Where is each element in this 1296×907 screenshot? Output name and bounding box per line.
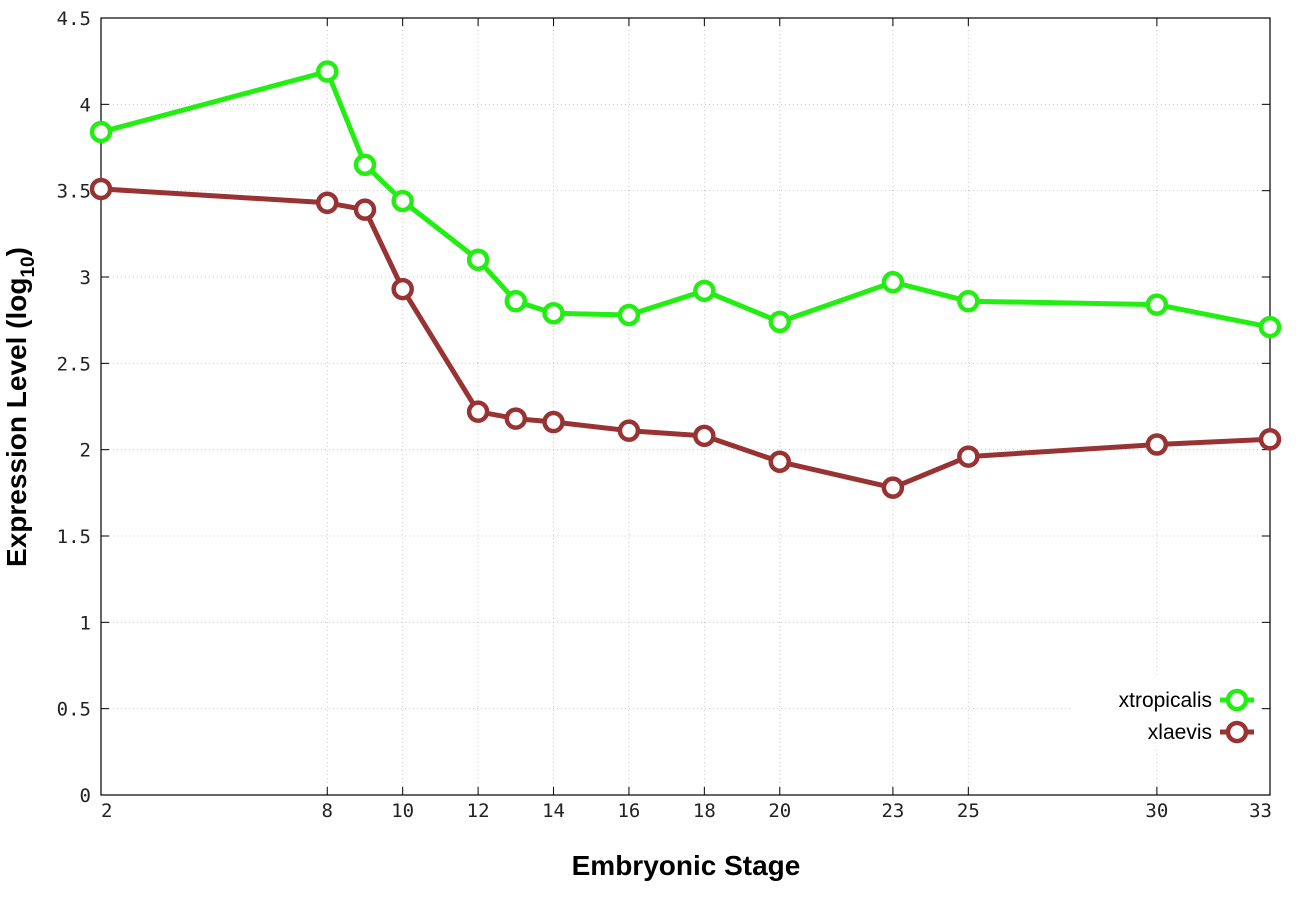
x-tick-label: 16: [617, 800, 640, 822]
data-point: [466, 248, 490, 271]
y-tick-label: 0.5: [57, 699, 91, 721]
x-tick-label: 14: [542, 800, 565, 822]
y-axis-title-close: ): [1, 247, 32, 256]
data-point: [1145, 433, 1169, 456]
data-point: [768, 310, 792, 334]
legend-label: xtropicalis: [1119, 689, 1212, 712]
data-point: [391, 277, 414, 301]
data-point: [89, 120, 113, 144]
data-point: [542, 302, 565, 325]
axis-ticks: 0 0.5 1 1.5 2 2.5 3 3.5 4 4.5 2 8 10 12 14 16 18 20 23 25 30…: [57, 8, 1272, 822]
data-point: [957, 445, 980, 468]
data-point: [391, 189, 414, 213]
grid-lines: [101, 18, 1270, 795]
x-tick-label: 10: [391, 800, 414, 822]
data-point: [316, 191, 339, 215]
y-tick-label: 1: [80, 612, 91, 634]
x-tick-label: 2: [101, 800, 112, 822]
data-point: [617, 419, 641, 442]
x-tick-label: 25: [957, 800, 980, 822]
y-tick-label: 3.5: [57, 181, 91, 203]
data-point: [466, 400, 490, 423]
y-axis-title-main: Expression Level (log: [1, 278, 32, 567]
plot-frame: [100, 17, 1271, 796]
y-tick-label: 4: [80, 94, 91, 116]
x-tick-label: 23: [881, 800, 904, 822]
data-point: [881, 270, 905, 294]
data-point: [89, 177, 113, 201]
legend: xtropicalis xlaevis: [1070, 678, 1260, 750]
y-tick-label: 2.5: [57, 353, 91, 375]
y-tick-label: 3: [80, 267, 91, 289]
legend-label: xlaevis: [1148, 721, 1212, 744]
data-point: [1145, 293, 1169, 316]
y-tick-label: 1.5: [57, 526, 91, 548]
data-point: [316, 60, 339, 83]
x-tick-label: 20: [768, 800, 791, 822]
data-point: [693, 424, 716, 448]
series-xtropicalis: [89, 60, 1282, 339]
series-line: [100, 186, 1271, 491]
data-point: [504, 407, 528, 430]
y-axis-title-subscript: 10: [18, 256, 39, 277]
x-tick-label: 33: [1249, 800, 1272, 822]
x-axis-title: Embryonic Stage: [572, 850, 801, 881]
data-point: [693, 279, 716, 303]
data-point: [353, 153, 377, 177]
data-point: [768, 450, 792, 474]
data-point: [1258, 315, 1282, 339]
legend-swatch-marker: [1225, 720, 1249, 744]
data-point: [504, 289, 528, 313]
y-tick-label: 4.5: [57, 8, 91, 30]
x-tick-label: 8: [322, 800, 333, 822]
x-tick-label: 30: [1145, 800, 1168, 822]
legend-swatch-marker: [1225, 688, 1249, 712]
series-xlaevis: [89, 177, 1282, 499]
data-point: [353, 198, 377, 221]
x-tick-label: 12: [467, 800, 490, 822]
data-point: [617, 303, 641, 327]
y-axis-title: Expression Level (log10): [1, 247, 39, 567]
y-tick-label: 0: [80, 785, 91, 807]
x-tick-label: 18: [693, 800, 716, 822]
data-point: [957, 289, 980, 313]
y-tick-label: 2: [80, 440, 91, 462]
series-lines: [89, 60, 1282, 499]
data-point: [881, 476, 905, 499]
data-point: [1258, 428, 1282, 451]
data-point: [542, 410, 565, 434]
